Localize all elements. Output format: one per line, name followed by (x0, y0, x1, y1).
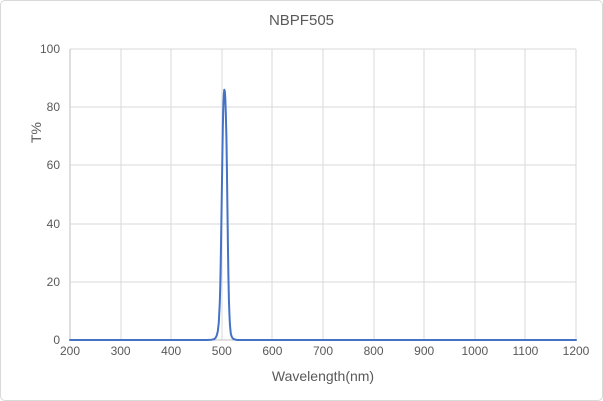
gridline-horizontal (70, 48, 576, 50)
x-tick-label: 700 (312, 344, 334, 358)
y-tick-label: 20 (46, 274, 60, 289)
y-tick-label: 100 (39, 42, 60, 56)
gridline-vertical (120, 49, 122, 340)
y-tick-label: 40 (46, 216, 60, 231)
x-tick-label: 300 (110, 344, 131, 358)
x-tick-label: 900 (414, 344, 435, 358)
gridline-horizontal (70, 164, 576, 166)
gridline-horizontal (70, 223, 576, 225)
chart-title: NBPF505 (268, 12, 335, 29)
x-tick-label: 500 (211, 344, 232, 358)
y-tick-label: 80 (46, 100, 60, 115)
y-tick-label: 60 (46, 158, 60, 173)
y-axis-title: T% (28, 122, 44, 143)
x-tick-label: 800 (363, 344, 384, 358)
x-axis-title: Wavelength(nm) (271, 368, 375, 384)
gridline-vertical (524, 49, 526, 340)
x-tick-label: 1100 (512, 344, 539, 358)
gridline-vertical (170, 49, 172, 340)
gridline-horizontal (70, 281, 576, 283)
gridline-vertical (271, 49, 273, 340)
y-axis-line (69, 49, 71, 340)
y-tick-label: 0 (53, 333, 60, 347)
gridline-vertical (423, 49, 425, 340)
x-tick-label: 1000 (461, 344, 489, 358)
gridline-horizontal (70, 106, 576, 108)
x-tick-label: 200 (59, 344, 81, 358)
x-tick-label: 1200 (562, 344, 590, 358)
transmission-curve (69, 88, 577, 341)
x-tick-label: 600 (262, 344, 283, 358)
gridline-vertical (373, 49, 375, 340)
plot-area (69, 48, 577, 341)
gridline-vertical (322, 49, 324, 340)
x-tick-label: 400 (161, 344, 182, 358)
gridline-vertical (474, 49, 476, 340)
series-line (69, 88, 577, 341)
gridline-vertical (575, 49, 577, 340)
